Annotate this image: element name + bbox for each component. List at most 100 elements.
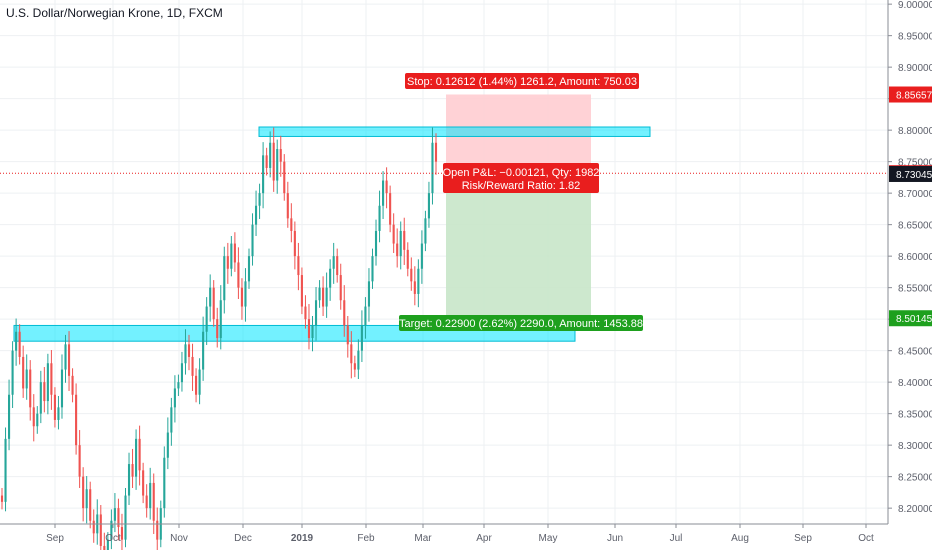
candle-body — [170, 407, 173, 433]
candle-body — [223, 256, 226, 301]
candle-body — [216, 319, 219, 339]
candle-body — [202, 331, 205, 370]
candle-body — [15, 331, 18, 351]
x-tick-label: Feb — [357, 533, 375, 544]
y-tick-label: 8.30000 — [898, 441, 932, 452]
candle-body — [106, 539, 109, 555]
chart-title: U.S. Dollar/Norwegian Krone, 1D, FXCM — [6, 6, 223, 20]
x-tick-label: 2019 — [291, 533, 314, 544]
candle-body — [82, 476, 85, 509]
x-tick-label: Oct — [105, 533, 121, 544]
candle-body — [32, 407, 35, 427]
y-tick-label: 8.80000 — [898, 126, 932, 137]
candle-body — [187, 344, 191, 357]
target-label-bg — [399, 315, 643, 331]
candle-body — [230, 243, 233, 269]
candle-body — [92, 520, 95, 534]
candle-body — [247, 256, 251, 282]
candle-body — [110, 520, 113, 540]
candle-body — [399, 230, 402, 257]
candle-body — [131, 464, 134, 477]
candle-body — [420, 243, 423, 269]
x-tick-label: Sep — [794, 533, 812, 544]
y-tick-label: 8.20000 — [898, 504, 932, 515]
pnl-label-bg — [443, 163, 599, 193]
candle-body — [339, 275, 342, 301]
candle-body — [25, 369, 28, 389]
price-badge-bg — [889, 310, 932, 327]
candle-body — [367, 281, 371, 307]
candle-body — [78, 445, 81, 477]
target-label: Target: 0.22900 (2.62%) 2290.0, Amount: … — [399, 318, 643, 330]
candle-body — [135, 438, 138, 477]
candle-body — [103, 545, 106, 555]
candle-body — [434, 142, 438, 162]
candle-body — [36, 413, 39, 427]
candle-body — [265, 155, 268, 168]
candle-body — [378, 205, 381, 231]
candle-body — [364, 306, 367, 326]
price-badge: 8.73045 — [896, 170, 932, 181]
candle-body — [7, 394, 11, 439]
candle-body — [276, 149, 279, 181]
pnl-label-line1: Open P&L: −0.00121, Qty: 1982 — [443, 167, 600, 179]
x-tick-label: Jun — [607, 533, 623, 544]
price-badge: 8.85657 — [896, 91, 932, 102]
y-tick-label: 8.60000 — [898, 252, 932, 263]
candle-body — [89, 489, 92, 521]
candle-body — [113, 508, 116, 521]
candle-body — [99, 514, 102, 546]
x-tick-label: Aug — [731, 533, 749, 544]
candle-body — [346, 325, 349, 345]
candle-body — [353, 363, 356, 370]
candle-body — [427, 193, 431, 219]
candle-body — [85, 489, 88, 509]
candle-body — [18, 331, 21, 357]
candle-body — [145, 495, 148, 509]
candle-body — [39, 382, 42, 414]
candle-body — [117, 508, 120, 528]
candle-body — [152, 482, 155, 521]
candle-body — [279, 149, 282, 162]
candle-body — [385, 180, 388, 194]
candle-body — [127, 464, 131, 496]
candle-body — [403, 230, 406, 250]
candle-body — [184, 344, 187, 364]
candle-body — [67, 344, 71, 376]
y-tick-label: 8.65000 — [898, 221, 932, 232]
candle-body — [46, 363, 49, 402]
candle-body — [53, 394, 56, 420]
candle-body — [11, 350, 14, 395]
candle-body — [290, 218, 293, 231]
candle-body — [50, 363, 53, 395]
candle-body — [226, 256, 229, 269]
candle-body — [304, 306, 307, 320]
y-tick-label: 8.45000 — [898, 347, 932, 358]
price-badge-bg — [889, 86, 932, 103]
candle-body — [343, 300, 346, 326]
candle-body — [233, 243, 236, 263]
candle-body — [149, 482, 152, 509]
y-tick-label: 8.95000 — [898, 32, 932, 43]
candle-body — [431, 142, 434, 194]
candle-body — [307, 319, 311, 339]
pnl-label-line2: Risk/Reward Ratio: 1.82 — [462, 180, 581, 192]
candle-body — [166, 432, 169, 458]
candle-body — [205, 306, 208, 332]
candle-body — [336, 256, 339, 276]
y-tick-label: 8.90000 — [898, 63, 932, 74]
candle-body — [142, 470, 145, 496]
y-tick-label: 8.25000 — [898, 473, 932, 484]
candle-body — [410, 268, 413, 282]
candle-body — [156, 520, 159, 540]
annotations: Stop: 0.12612 (1.44%) 1261.2, Amount: 75… — [0, 73, 888, 331]
candle-body — [318, 287, 321, 301]
y-tick-label: 8.40000 — [898, 378, 932, 389]
candle-body — [392, 224, 395, 244]
candle-body — [71, 375, 74, 395]
price-badge-bg — [889, 165, 932, 182]
target-zone — [446, 173, 591, 319]
candle-body — [300, 275, 303, 307]
